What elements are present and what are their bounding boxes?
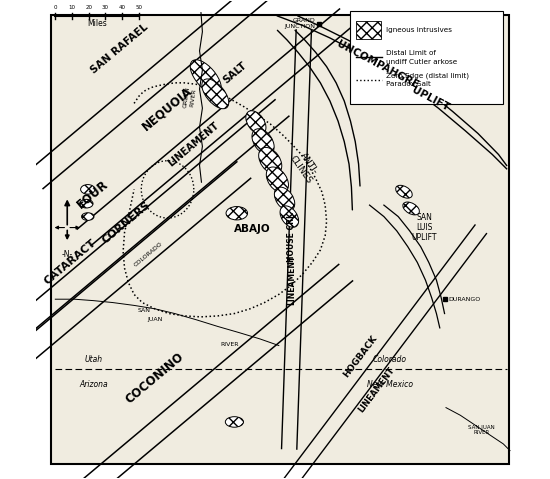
Text: UPLIFT: UPLIFT [410, 85, 450, 113]
Ellipse shape [81, 184, 95, 194]
Text: New Mexico: New Mexico [367, 380, 412, 389]
Text: Distal Limit of: Distal Limit of [386, 50, 436, 56]
Text: CORNERS: CORNERS [100, 200, 152, 246]
Text: HOUSE CRK: HOUSE CRK [287, 212, 296, 262]
Text: 30: 30 [102, 5, 109, 10]
Text: LINEAMENT: LINEAMENT [287, 255, 296, 305]
Text: 0: 0 [53, 5, 57, 10]
Text: -N-: -N- [62, 250, 73, 259]
Text: CATARACT: CATARACT [43, 238, 98, 287]
Text: SALT: SALT [221, 59, 248, 85]
Text: LINEAMENT: LINEAMENT [356, 365, 396, 414]
Ellipse shape [190, 60, 221, 94]
Text: ANTI-
CLINES: ANTI- CLINES [288, 148, 322, 185]
Ellipse shape [266, 167, 288, 193]
Text: RIVER: RIVER [221, 342, 239, 346]
Text: 40: 40 [119, 5, 125, 10]
Text: SAN: SAN [137, 308, 150, 313]
Ellipse shape [258, 148, 282, 174]
Ellipse shape [403, 202, 420, 215]
Bar [350, 11, 503, 104]
Ellipse shape [226, 206, 248, 220]
Ellipse shape [395, 185, 412, 198]
Ellipse shape [81, 213, 94, 220]
Text: UNCOMPAHGRE: UNCOMPAHGRE [335, 39, 420, 91]
Text: ABAJO: ABAJO [234, 224, 271, 234]
Text: NEQUOIA: NEQUOIA [140, 83, 195, 133]
Text: undiff Cutler arkose: undiff Cutler arkose [386, 59, 458, 65]
Text: DURANGO: DURANGO [448, 297, 481, 302]
Text: SAN RAFAEL: SAN RAFAEL [89, 22, 150, 75]
Ellipse shape [274, 187, 295, 211]
Text: Arizona: Arizona [79, 380, 108, 389]
Text: Colorado: Colorado [373, 354, 406, 364]
Text: COCONINO: COCONINO [123, 350, 186, 406]
Text: Miles: Miles [87, 20, 107, 28]
Ellipse shape [226, 417, 244, 427]
Text: HOGBACK: HOGBACK [342, 334, 379, 379]
Text: 50: 50 [135, 5, 142, 10]
Text: 20: 20 [85, 5, 92, 10]
Ellipse shape [246, 111, 266, 134]
Text: Paradox Salt: Paradox Salt [386, 81, 431, 87]
Text: JUAN: JUAN [147, 317, 162, 322]
Text: Utah: Utah [85, 354, 102, 364]
Ellipse shape [202, 79, 229, 109]
Text: COLORADO: COLORADO [133, 241, 164, 268]
Bar [356, 21, 381, 39]
Text: Igneous intrusives: Igneous intrusives [386, 27, 452, 34]
Text: GREEN
RIVER: GREEN RIVER [183, 86, 197, 109]
Ellipse shape [280, 206, 299, 228]
Ellipse shape [252, 129, 274, 154]
Text: Zero Edge (distal limit): Zero Edge (distal limit) [386, 72, 469, 79]
Text: GRAND
JUNCTION: GRAND JUNCTION [284, 18, 315, 29]
Text: LINEAMENT: LINEAMENT [167, 120, 221, 168]
Text: 10: 10 [69, 5, 75, 10]
Ellipse shape [80, 199, 93, 208]
Text: FOUR: FOUR [74, 177, 111, 211]
Text: SAN JUAN
RIVER: SAN JUAN RIVER [468, 424, 494, 435]
Text: SAN
LUIS
UPLIFT: SAN LUIS UPLIFT [411, 213, 437, 242]
